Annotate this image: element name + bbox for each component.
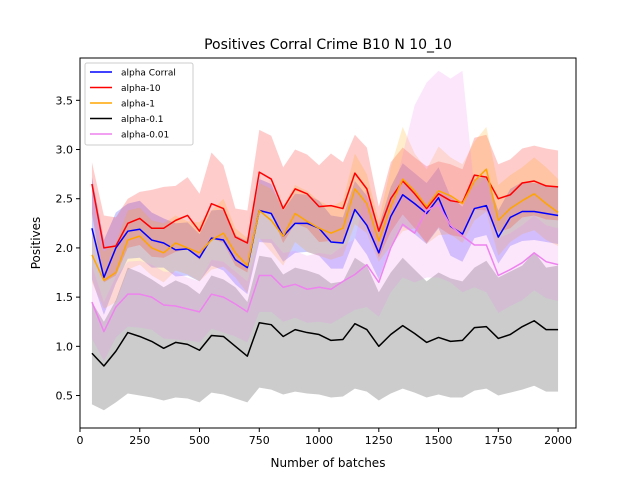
x-tick-label: 750 <box>249 434 270 447</box>
x-tick-label: 1750 <box>484 434 512 447</box>
chart-title: Positives Corral Crime B10 N 10_10 <box>204 37 452 53</box>
legend-label: alpha-10 <box>121 84 161 94</box>
band-alpha-0-01 <box>91 70 559 362</box>
legend-label: alpha-1 <box>121 100 155 110</box>
y-tick-label: 3.0 <box>56 144 74 157</box>
lines-layer <box>91 168 559 367</box>
legend-box <box>84 62 194 146</box>
x-tick-label: 500 <box>189 434 210 447</box>
y-tick-label: 2.0 <box>56 242 74 255</box>
series-line-alpha-0-01 <box>91 203 559 333</box>
x-axis-label: Number of batches <box>271 456 386 470</box>
series-line-alpha-0-1 <box>91 319 559 367</box>
legend-label: alpha Corral <box>121 69 176 79</box>
x-tick-label: 2000 <box>544 434 572 447</box>
y-tick-label: 3.5 <box>56 94 74 107</box>
y-tick-label: 1.0 <box>56 340 74 353</box>
band-alpha-1 <box>91 126 559 309</box>
x-tick-label: 1500 <box>425 434 453 447</box>
legend-label: alpha-0.1 <box>121 115 164 125</box>
x-tick-label: 1000 <box>305 434 333 447</box>
series-line-alpha-corral <box>91 194 559 279</box>
x-tick-label: 0 <box>77 434 84 447</box>
plot-frame <box>79 57 577 429</box>
y-tick-label: 0.5 <box>56 390 74 403</box>
y-tick-label: 1.5 <box>56 291 74 304</box>
y-tick-label: 2.5 <box>56 193 74 206</box>
x-ticks: 0 250 500 750 1000 1250 1500 1750 2000 <box>77 428 572 447</box>
y-axis-label: Positives <box>29 217 43 270</box>
x-tick-label: 250 <box>129 434 150 447</box>
y-ticks: 0.5 1.0 1.5 2.0 2.5 3.0 3.5 <box>56 94 80 403</box>
legend-label: alpha-0.01 <box>121 131 169 141</box>
series-line-alpha-1 <box>91 168 559 282</box>
band-alpha-0-1 <box>91 251 559 411</box>
legend: alpha Corral alpha-10 alpha-1 alpha-0.1 alph… <box>84 62 194 146</box>
x-tick-label: 1250 <box>365 434 393 447</box>
band-alpha-corral <box>91 163 559 315</box>
